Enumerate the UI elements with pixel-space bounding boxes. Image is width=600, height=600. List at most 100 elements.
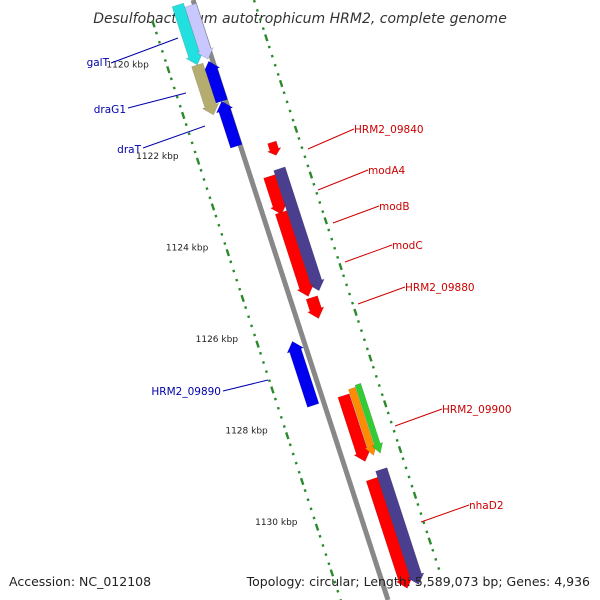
- tick-mark: [412, 491, 418, 500]
- tick-mark: [327, 562, 331, 566]
- tick-mark: [422, 521, 426, 525]
- tick-mark: [244, 306, 248, 310]
- tick-mark: [193, 150, 197, 154]
- tick-mark: [184, 123, 188, 127]
- tick-mark: [371, 365, 375, 369]
- gene-label: HRM2_09880: [405, 282, 475, 294]
- tick-mark: [270, 54, 274, 58]
- tick-mark: [362, 338, 366, 342]
- gene-label: HRM2_09900: [442, 404, 512, 416]
- tick-mark: [353, 308, 358, 317]
- tick-mark: [288, 109, 292, 113]
- tick-mark: [229, 260, 233, 264]
- tick-mark: [220, 232, 224, 236]
- tick-mark: [157, 40, 161, 44]
- map-title: Desulfobacterium autotrophicum HRM2, com…: [93, 11, 507, 27]
- tick-mark: [247, 315, 251, 319]
- tick-mark: [172, 86, 176, 90]
- tick-label: 1122 kbp: [136, 152, 179, 162]
- tick-mark: [312, 182, 316, 186]
- tick-mark: [330, 237, 334, 241]
- gene-features: [171, 2, 425, 589]
- tick-mark: [323, 217, 328, 225]
- gene-arrow: [263, 174, 288, 215]
- tick-mark: [386, 411, 390, 415]
- tick-mark: [258, 18, 262, 22]
- tick-mark: [407, 475, 411, 479]
- tick-label: 1128 kbp: [225, 427, 268, 437]
- tick-mark: [253, 333, 257, 337]
- tick-mark: [279, 415, 283, 419]
- tick-mark: [252, 0, 256, 3]
- tick-mark: [425, 530, 429, 534]
- tick-marks: [151, 0, 441, 600]
- tick-mark: [348, 292, 352, 296]
- tick-mark: [160, 49, 164, 53]
- tick-mark: [297, 136, 301, 140]
- accession-text: Accession: NC_012108: [9, 574, 152, 589]
- tick-mark: [309, 507, 313, 511]
- tick-mark: [437, 567, 441, 571]
- tick-mark: [321, 210, 325, 214]
- tick-mark: [299, 477, 305, 486]
- tick-mark: [178, 104, 182, 108]
- tick-mark: [419, 512, 423, 516]
- gene-arrow: [184, 3, 214, 60]
- tick-mark: [383, 400, 388, 408]
- gene-arrow: [266, 140, 282, 156]
- tick-mark: [365, 347, 369, 351]
- gene-label: modB: [379, 201, 410, 213]
- leader-line: [332, 205, 380, 224]
- tick-mark: [336, 255, 340, 259]
- tick-mark: [336, 589, 340, 593]
- leader-line: [307, 128, 355, 150]
- tick-mark: [270, 386, 275, 394]
- tick-mark: [276, 72, 280, 76]
- tick-mark: [356, 319, 360, 323]
- gene-arrow: [286, 340, 320, 408]
- gene-arrow: [375, 467, 425, 585]
- tick-mark: [374, 374, 378, 378]
- gene-arrow: [191, 62, 220, 116]
- tick-mark: [261, 360, 265, 364]
- tick-mark: [223, 241, 227, 246]
- leader-line: [110, 37, 179, 64]
- tick-mark: [308, 171, 314, 179]
- tick-mark: [232, 269, 236, 273]
- tick-mark: [327, 228, 331, 232]
- tick-mark: [276, 406, 280, 410]
- tick-mark: [205, 187, 209, 191]
- tick-mark: [318, 201, 322, 205]
- tick-mark: [240, 294, 245, 303]
- tick-mark: [303, 489, 307, 493]
- tick-mark: [392, 429, 396, 433]
- tick-mark: [187, 132, 191, 136]
- tick-mark: [175, 95, 179, 99]
- gene-arrow: [354, 382, 383, 454]
- tick-mark: [291, 118, 295, 122]
- tick-mark: [318, 534, 322, 538]
- tick-mark: [397, 445, 403, 454]
- tick-mark: [166, 65, 171, 74]
- topology-summary: Topology: circular; Length: 5,589,073 bp…: [246, 574, 590, 589]
- tick-mark: [324, 553, 328, 557]
- tick-mark: [261, 27, 265, 31]
- tick-mark: [273, 63, 277, 67]
- tick-mark: [431, 548, 435, 552]
- tick-mark: [410, 484, 414, 488]
- gene-label: HRM2_09890: [151, 386, 221, 398]
- tick-mark: [199, 168, 203, 172]
- tick-mark: [225, 248, 231, 257]
- tick-mark: [154, 31, 158, 35]
- tick-mark: [217, 223, 221, 227]
- tick-label: 1120 kbp: [106, 61, 149, 71]
- tick-mark: [180, 111, 186, 120]
- tick-mark: [395, 438, 399, 442]
- tick-mark: [303, 155, 307, 159]
- tick-mark: [321, 543, 325, 547]
- gene-arrow: [215, 100, 243, 149]
- tick-mark: [329, 569, 335, 577]
- tick-mark: [255, 340, 260, 348]
- tick-mark: [312, 516, 316, 520]
